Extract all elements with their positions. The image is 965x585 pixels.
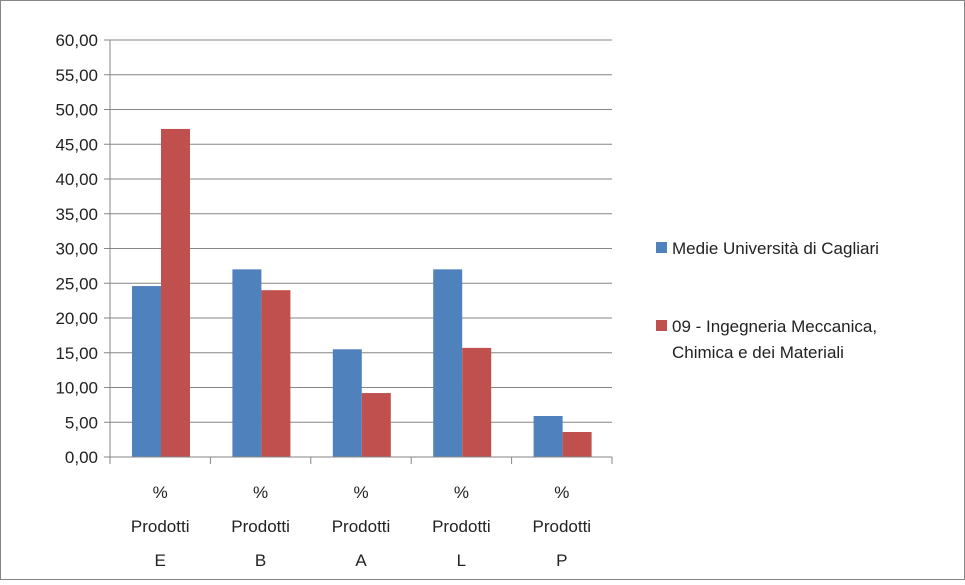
- y-tick-label: 40,00: [55, 170, 98, 189]
- y-tick-label: 25,00: [55, 274, 98, 293]
- legend-label: 09 - Ingegneria Meccanica,: [672, 317, 877, 336]
- x-tick-label: E: [155, 551, 166, 570]
- bar-series-1-0: [132, 286, 161, 457]
- y-tick-label: 30,00: [55, 240, 98, 259]
- bar-series-1-4: [533, 415, 563, 457]
- x-tick-label: %: [153, 483, 168, 502]
- gridlines: [110, 39, 612, 423]
- legend: Medie Università di Cagliari 09 - Ingegne…: [656, 239, 879, 362]
- legend-label: Medie Università di Cagliari: [672, 239, 879, 258]
- y-tick-label: 20,00: [55, 309, 98, 328]
- y-tick-label: 15,00: [55, 344, 98, 363]
- x-tick-label: %: [454, 483, 469, 502]
- y-tick-label: 5,00: [65, 413, 98, 432]
- x-tick-label: Prodotti: [131, 517, 190, 536]
- y-tick-label: 10,00: [55, 379, 98, 398]
- x-tick-label: P: [556, 551, 567, 570]
- x-tick-label: B: [255, 551, 266, 570]
- y-tick-label: 50,00: [55, 101, 98, 120]
- bar-series-2-1: [261, 290, 291, 457]
- y-tick-label: 35,00: [55, 205, 98, 224]
- bars: [132, 128, 592, 457]
- x-tick-label: Prodotti: [332, 517, 391, 536]
- bar-series-2-4: [562, 431, 592, 457]
- bar-series-2-0: [161, 128, 190, 457]
- x-axis: % Prodotti E% Prodotti B% Prodotti A% Prodotti L…: [109, 456, 613, 570]
- x-tick-label: Prodotti: [533, 517, 592, 536]
- x-tick-label: %: [253, 483, 268, 502]
- legend-swatch-1: [656, 242, 667, 253]
- bar-series-2-3: [462, 347, 492, 457]
- y-tick-label: 0,00: [65, 448, 98, 467]
- x-tick-label: %: [554, 483, 569, 502]
- x-tick-label: Prodotti: [432, 517, 491, 536]
- bar-series-1-1: [232, 269, 262, 457]
- x-tick-label: Prodotti: [231, 517, 290, 536]
- bar-series-2-2: [361, 393, 391, 457]
- y-tick-label: 45,00: [55, 135, 98, 154]
- y-axis: 0,00 5,00 10,00 15,00 20,00 25,00 30,00 35,00 40…: [55, 31, 111, 467]
- x-tick-label: A: [355, 551, 367, 570]
- legend-swatch-2: [656, 320, 667, 331]
- bar-series-1-2: [332, 349, 362, 457]
- y-tick-label: 55,00: [55, 66, 98, 85]
- legend-label: Chimica e dei Materiali: [672, 343, 844, 362]
- x-tick-label: L: [457, 551, 466, 570]
- bar-series-1-3: [433, 269, 463, 457]
- x-tick-label: %: [353, 483, 368, 502]
- y-tick-label: 60,00: [55, 31, 98, 50]
